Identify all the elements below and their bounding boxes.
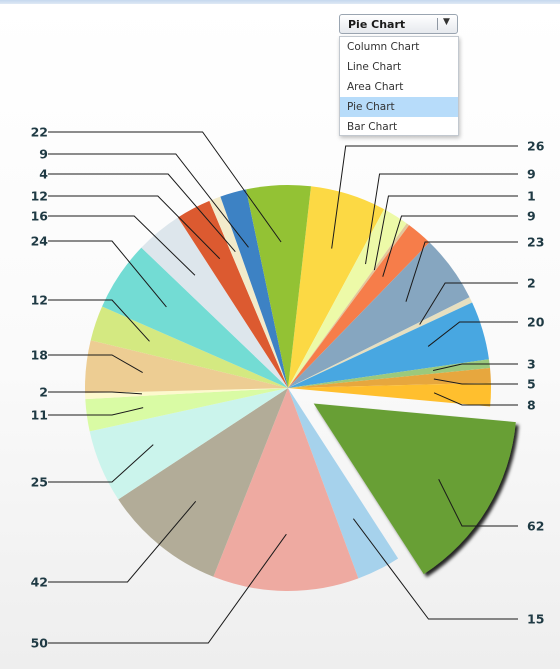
leader-line-14 (48, 501, 197, 583)
data-label-14: 42 (31, 575, 48, 590)
data-label-7: 20 (527, 315, 545, 330)
data-label-25: 22 (31, 125, 48, 140)
chart-type-dropdown[interactable]: Pie Chart ▼ (339, 14, 458, 34)
pie-slice-5[interactable] (288, 242, 470, 388)
data-label-3: 1 (527, 189, 536, 204)
data-label-8: 3 (527, 357, 536, 372)
chart-type-menu: Column Chart Line Chart Area Chart Pie C… (339, 36, 459, 136)
data-label-5: 23 (527, 235, 544, 250)
pie-slice-8[interactable] (288, 359, 491, 388)
pie-slice-11[interactable] (313, 403, 516, 575)
pie-slice-19[interactable] (90, 306, 288, 388)
data-label-10: 8 (527, 398, 536, 413)
pie-slice-24[interactable] (220, 189, 288, 388)
data-label-13: 50 (31, 636, 49, 651)
pie-slice-20[interactable] (102, 247, 289, 388)
data-label-18: 18 (31, 348, 48, 363)
data-label-22: 12 (31, 189, 48, 204)
data-label-2: 9 (527, 167, 536, 182)
data-label-20: 24 (31, 234, 49, 249)
pie-slice-25[interactable] (246, 185, 311, 388)
menu-item-pie-chart[interactable]: Pie Chart (340, 97, 458, 117)
data-label-11: 62 (527, 519, 544, 534)
leader-line-18 (48, 354, 143, 373)
leader-line-13 (48, 533, 287, 644)
pie-slice-21[interactable] (141, 217, 288, 388)
leader-line-9 (433, 378, 518, 385)
leader-line-15 (48, 444, 154, 483)
leader-line-7 (427, 321, 518, 347)
chevron-down-icon[interactable]: ▼ (443, 17, 450, 27)
leader-line-11 (438, 479, 518, 527)
leader-line-12 (352, 518, 518, 620)
pie-slice-13[interactable] (213, 388, 359, 592)
leader-line-17 (48, 391, 142, 395)
pie-slice-10[interactable] (288, 382, 491, 407)
dropdown-separator (437, 18, 438, 30)
menu-item-line-chart[interactable]: Line Chart (347, 61, 402, 73)
pie-slice-16[interactable] (85, 388, 288, 432)
leader-line-23 (48, 173, 236, 252)
data-label-24: 9 (39, 147, 48, 162)
leader-line-2 (365, 173, 518, 265)
data-label-19: 12 (31, 293, 48, 308)
leader-line-19 (48, 299, 150, 342)
leader-line-8 (432, 363, 518, 371)
leader-line-6 (419, 282, 518, 325)
pie-slice-15[interactable] (89, 388, 289, 500)
pie-slice-12[interactable] (288, 388, 399, 579)
leader-line-1 (331, 145, 518, 249)
chart-type-selected-value: Pie Chart (348, 18, 406, 31)
leader-line-25 (48, 131, 282, 243)
pie-slice-18[interactable] (84, 340, 288, 394)
pie-slice-4[interactable] (288, 225, 430, 388)
menu-item-area-chart[interactable]: Area Chart (347, 81, 404, 93)
data-label-17: 2 (39, 385, 48, 400)
data-label-12: 15 (527, 612, 544, 627)
data-label-9: 5 (527, 377, 536, 392)
leader-line-3 (373, 195, 518, 271)
leader-line-5 (405, 241, 518, 302)
leader-line-16 (48, 407, 144, 416)
pie-slice-17[interactable] (85, 388, 289, 400)
pie-slice-3[interactable] (288, 223, 410, 388)
leader-line-22 (48, 195, 221, 260)
leader-line-20 (48, 240, 167, 308)
menu-item-bar-chart[interactable]: Bar Chart (347, 121, 398, 133)
data-label-21: 16 (31, 209, 49, 224)
pie-slice-14[interactable] (118, 388, 289, 577)
pie-slice-1[interactable] (288, 186, 385, 388)
data-label-23: 4 (39, 167, 48, 182)
menu-item-column-chart[interactable]: Column Chart (347, 41, 420, 53)
pie-slice-9[interactable] (288, 368, 491, 388)
leader-line-10 (433, 392, 518, 406)
leader-line-4 (382, 215, 518, 277)
pie-slice-6[interactable] (288, 297, 473, 388)
data-label-15: 25 (31, 475, 48, 490)
pie-slice-22[interactable] (177, 200, 288, 388)
data-label-6: 2 (527, 276, 536, 291)
window-top-border (0, 0, 560, 4)
leader-line-24 (48, 153, 249, 248)
data-label-16: 11 (31, 408, 48, 423)
data-label-1: 26 (527, 139, 545, 154)
data-label-4: 9 (527, 209, 536, 224)
leader-line-21 (48, 215, 196, 276)
pie-slice-7[interactable] (288, 302, 489, 388)
